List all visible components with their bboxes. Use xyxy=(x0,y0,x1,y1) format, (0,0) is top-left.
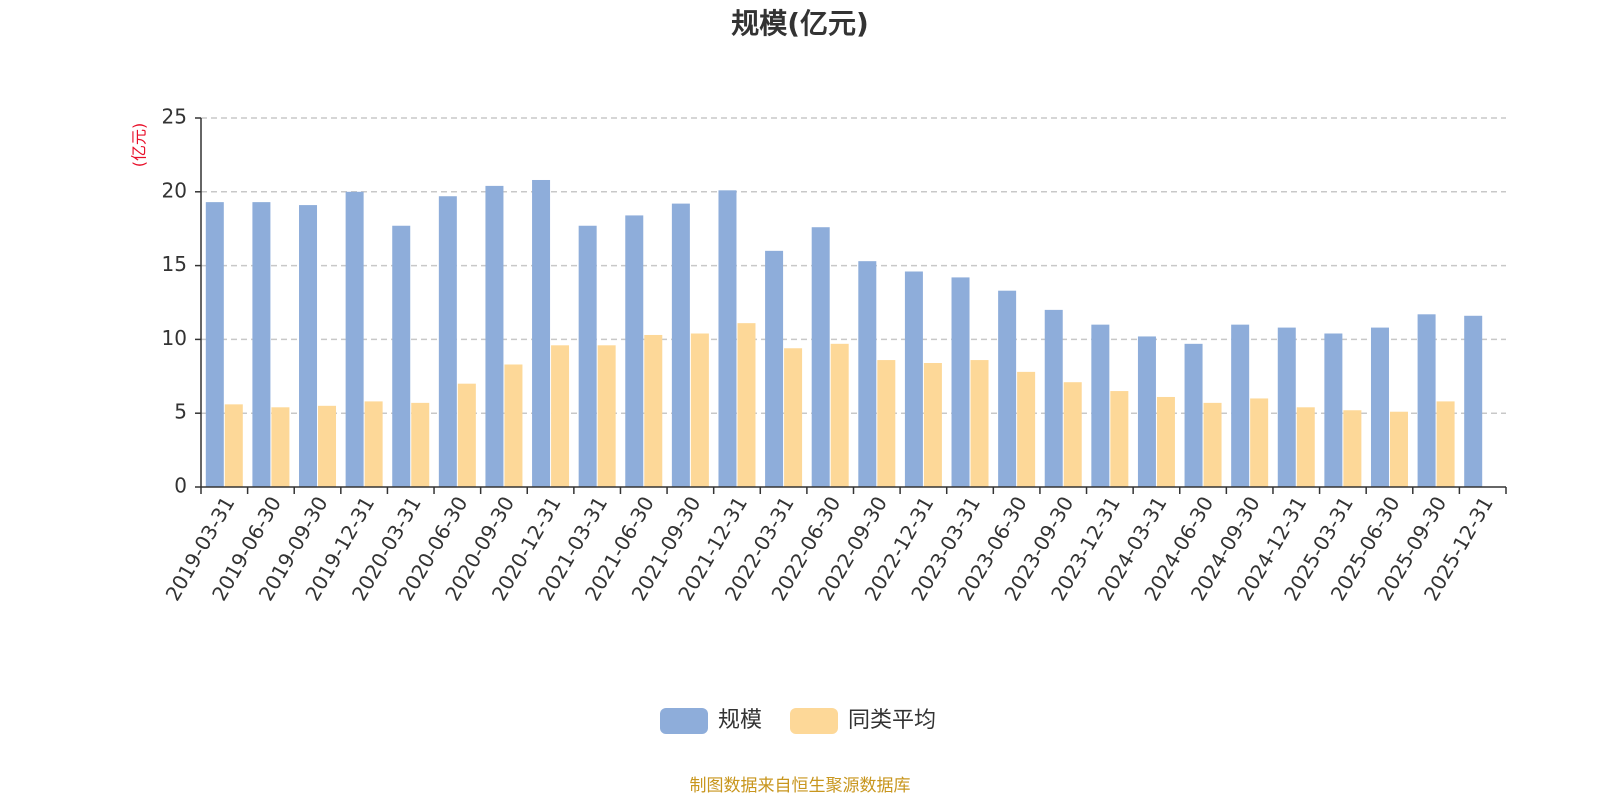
bar-scale xyxy=(345,191,364,488)
bar-scale xyxy=(299,205,318,488)
bar-peer-average xyxy=(1250,398,1269,487)
bar-scale xyxy=(1044,309,1063,487)
bar-peer-average xyxy=(551,345,570,487)
bar-peer-average xyxy=(737,323,756,487)
bar-peer-average xyxy=(1156,396,1175,487)
y-tick-label: 0 xyxy=(174,474,187,498)
bar-peer-average xyxy=(923,363,942,487)
bar-peer-average xyxy=(1110,391,1129,487)
bar-peer-average xyxy=(830,343,849,487)
y-tick-label: 10 xyxy=(162,326,187,350)
bar-scale xyxy=(1417,314,1436,487)
y-tick-label: 25 xyxy=(162,105,187,129)
bar-peer-average xyxy=(364,401,383,487)
bar-peer-average xyxy=(1203,402,1222,487)
bar-scale xyxy=(578,225,597,488)
grid-lines xyxy=(201,117,1506,414)
bar-peer-average xyxy=(457,383,476,487)
legend-swatch xyxy=(660,708,708,734)
bar-peer-average xyxy=(690,333,709,487)
y-ticks: 0 5 10 15 20 25 xyxy=(162,105,201,498)
bar-scale xyxy=(718,190,737,487)
bar-peer-average xyxy=(1389,411,1408,487)
bar-scale xyxy=(671,203,690,487)
bars-layer xyxy=(205,179,1483,488)
source-note: 制图数据来自恒生聚源数据库 xyxy=(690,776,911,796)
bar-peer-average xyxy=(271,407,290,487)
bar-peer-average xyxy=(411,402,430,487)
bar-scale xyxy=(252,202,271,487)
bar-peer-average xyxy=(1436,401,1455,487)
bar-peer-average xyxy=(1063,382,1082,487)
bar-peer-average xyxy=(504,364,523,487)
bar-scale xyxy=(392,225,411,488)
bar-scale xyxy=(1370,327,1389,487)
bar-peer-average xyxy=(970,360,989,487)
bar-peer-average xyxy=(784,348,803,487)
bar-scale xyxy=(625,215,644,487)
bar-peer-average xyxy=(644,334,663,487)
bar-peer-average xyxy=(224,404,243,487)
legend-label: 同类平均 xyxy=(848,708,936,733)
bar-scale xyxy=(858,261,877,487)
bar-scale xyxy=(811,227,830,487)
bar-scale xyxy=(1324,333,1343,487)
bar-peer-average xyxy=(1017,371,1036,487)
bar-scale xyxy=(1231,324,1250,487)
y-axis-label: (亿元) xyxy=(130,123,149,168)
y-tick-label: 5 xyxy=(174,400,187,424)
legend-label: 规模 xyxy=(718,708,762,733)
bar-scale xyxy=(1464,315,1483,487)
bar-scale xyxy=(205,202,224,487)
bar-peer-average xyxy=(1296,407,1315,487)
bar-peer-average xyxy=(318,405,337,487)
bar-scale xyxy=(951,277,970,487)
bar-scale xyxy=(438,196,457,487)
bar-scale xyxy=(532,179,551,487)
bar-scale xyxy=(904,271,923,487)
bar-scale xyxy=(1277,327,1296,487)
bar-peer-average xyxy=(877,360,896,487)
y-tick-label: 20 xyxy=(162,178,187,202)
bar-scale xyxy=(1184,343,1203,487)
bar-scale xyxy=(765,250,784,487)
y-tick-label: 15 xyxy=(162,252,187,276)
x-ticks: 2019-03-312019-06-302019-09-302019-12-31… xyxy=(160,487,1507,605)
bar-scale xyxy=(1091,324,1110,487)
chart-title: 规模(亿元) xyxy=(731,7,869,40)
bar-scale xyxy=(1137,336,1156,487)
bar-scale xyxy=(998,290,1017,487)
legend: 规模 同类平均 xyxy=(660,708,936,734)
bar-scale xyxy=(485,185,504,487)
bar-peer-average xyxy=(597,345,616,487)
legend-swatch xyxy=(790,708,838,734)
bar-peer-average xyxy=(1343,410,1362,487)
